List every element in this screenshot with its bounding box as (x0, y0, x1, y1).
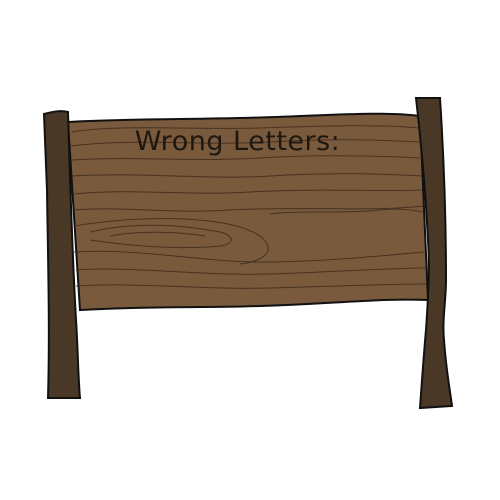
wood-grain (69, 125, 427, 289)
left-post (42, 110, 82, 399)
wrong-letters-title: Wrong Letters: (134, 126, 341, 157)
right-post (414, 97, 454, 410)
